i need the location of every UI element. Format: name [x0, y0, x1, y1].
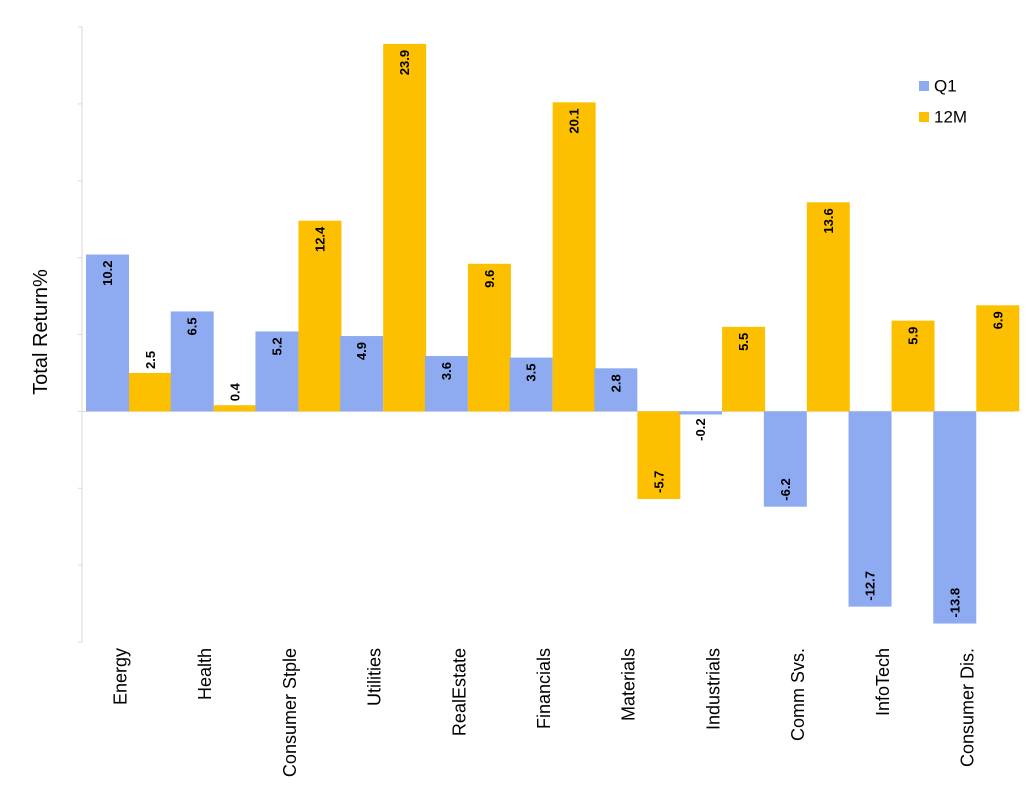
bar-q1-consumer-dis	[933, 411, 977, 624]
bar-q1-infotech	[848, 411, 892, 607]
x-tick-label: Financials	[534, 648, 554, 729]
x-tick-label: Consumer Dis.	[958, 648, 978, 767]
legend-swatch-q1	[919, 81, 929, 91]
data-label: 2.5	[143, 351, 158, 369]
x-tick-label: Utilities	[365, 648, 385, 706]
bar-q1-financials	[509, 357, 553, 412]
data-label: -12.7	[863, 571, 878, 601]
bar-12m-health	[213, 405, 257, 412]
data-label: 13.6	[821, 208, 836, 233]
y-axis-title: Total Return%	[30, 269, 52, 395]
x-tick-label: Energy	[110, 648, 130, 705]
x-tick-label: Consumer Stple	[280, 648, 300, 777]
legend-label-12m: 12M	[934, 108, 967, 127]
bar-12m-consumer-dis	[976, 305, 1020, 412]
x-tick-label: Comm Svs.	[788, 648, 808, 741]
bar-12m-financials	[552, 102, 596, 412]
data-label: 10.2	[100, 261, 115, 286]
data-label: 2.8	[608, 374, 623, 392]
bar-q1-comm-svs	[763, 411, 807, 507]
bar-12m-realestate	[467, 263, 511, 412]
legend-swatch-12m	[919, 112, 929, 122]
data-label: -13.8	[947, 588, 962, 618]
data-label: 5.5	[736, 333, 751, 351]
data-label: 12.4	[312, 226, 327, 252]
bar-q1-consumer-stple	[255, 331, 299, 412]
bar-q1-utilities	[340, 336, 384, 412]
data-label: 5.2	[269, 337, 284, 355]
bar-q1-industrials	[679, 411, 723, 415]
data-label: 20.1	[567, 108, 582, 133]
bar-q1-realestate	[424, 356, 468, 412]
legend: Q1 12M	[919, 77, 967, 127]
bar-q1-health	[170, 311, 214, 412]
data-label: -0.2	[693, 418, 708, 440]
x-tick-label: Health	[195, 648, 215, 700]
bar-12m-utilities	[383, 43, 427, 412]
data-label: -5.7	[651, 471, 666, 493]
bars	[86, 43, 1020, 624]
data-label: 6.9	[990, 311, 1005, 329]
legend-label-q1: Q1	[934, 77, 957, 96]
data-labels: 10.2 2.5 6.5 0.4 5.2 12.4 4.9 23.9 3.6 9.6 3.5 20.1…	[100, 50, 1005, 618]
bar-12m-comm-svs	[806, 202, 850, 412]
bar-q1-energy	[86, 254, 129, 412]
bar-12m-infotech	[891, 320, 935, 412]
data-label: 23.9	[397, 50, 412, 75]
bar-12m-industrials	[722, 326, 766, 412]
x-tick-label: RealEstate	[449, 648, 469, 736]
data-label: 3.6	[439, 362, 454, 380]
data-label: 9.6	[482, 270, 497, 288]
x-tick-labels: Energy Health Consumer Stple Utilities RealE…	[110, 648, 977, 777]
bar-12m-materials	[637, 411, 681, 500]
bar-12m-energy	[129, 372, 172, 412]
data-label: 5.9	[906, 327, 921, 345]
x-tick-label: Industrials	[703, 648, 723, 730]
data-label: 0.4	[228, 382, 243, 401]
data-label: 6.5	[185, 317, 200, 335]
bar-q1-materials	[594, 368, 638, 412]
data-label: 4.9	[354, 342, 369, 360]
x-tick-label: Materials	[619, 648, 639, 721]
data-label: -6.2	[778, 478, 793, 500]
data-label: 3.5	[524, 364, 539, 382]
bar-12m-consumer-stple	[298, 220, 342, 412]
x-tick-label: InfoTech	[873, 648, 893, 716]
